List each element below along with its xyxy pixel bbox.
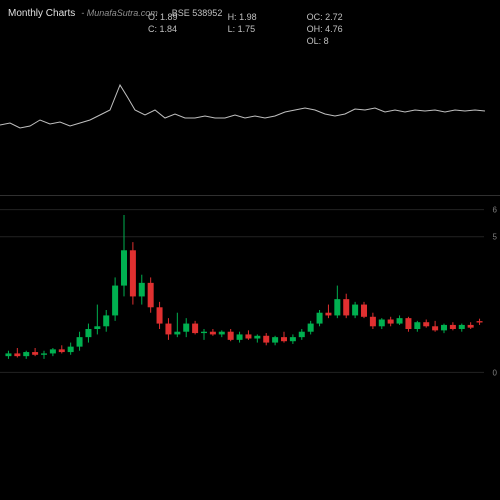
candle-body (308, 324, 314, 332)
candle-body (210, 332, 216, 335)
candle-body (379, 320, 385, 327)
candle-chart-panel: 0 5 6 (0, 195, 500, 385)
candle-body (192, 324, 198, 334)
candle-body (121, 250, 127, 285)
candle-body (423, 322, 429, 326)
candle-body (85, 329, 91, 337)
candle-body (59, 349, 65, 352)
candle-body (397, 318, 403, 323)
candle-body (228, 332, 234, 340)
candle-body (68, 347, 74, 352)
candle-body (183, 324, 189, 332)
candle-body (281, 337, 287, 341)
ol-value: OL: 8 (307, 36, 343, 46)
close-value: C: 1.84 (148, 24, 178, 34)
site-name: - MunafaSutra.com (81, 8, 158, 18)
candle-body (237, 334, 243, 339)
candle-body (245, 334, 251, 338)
candle-body (23, 352, 29, 356)
candle-body (148, 283, 154, 307)
oh-value: OH: 4.76 (307, 24, 343, 34)
candle-body (219, 332, 225, 335)
candle-body (450, 325, 456, 329)
candle-body (405, 318, 411, 329)
candle-body (290, 337, 296, 341)
line-series (0, 85, 485, 128)
ohlc-panel: O: 1.89 C: 1.84 H: 1.98 L: 1.75 OC: 2.72… (148, 12, 343, 46)
candle-body (112, 286, 118, 316)
line-chart-panel (0, 60, 500, 150)
oc-value: OC: 2.72 (307, 12, 343, 22)
low-value: L: 1.75 (228, 24, 257, 34)
candle-body (441, 325, 447, 330)
candle-body (388, 320, 394, 324)
candle-body (103, 315, 109, 326)
candle-body (468, 325, 474, 328)
candle-body (32, 352, 38, 355)
candle-body (174, 332, 180, 335)
candle-body (299, 332, 305, 337)
candle-body (139, 283, 145, 297)
high-value: H: 1.98 (228, 12, 257, 22)
candle-body (14, 353, 20, 356)
grid-label: 6 (493, 206, 498, 215)
candle-body (317, 313, 323, 324)
candle-body (77, 337, 83, 347)
candle-body (459, 325, 465, 329)
grid-label: 0 (493, 368, 498, 377)
candle-body (41, 353, 47, 354)
chart-title: Monthly Charts (8, 8, 75, 19)
candle-body (343, 299, 349, 315)
candle-body (50, 349, 56, 353)
candle-body (477, 321, 483, 322)
candle-body (94, 326, 100, 329)
candle-body (165, 324, 171, 335)
candle-body (201, 332, 207, 333)
open-value: O: 1.89 (148, 12, 178, 22)
candle-body (5, 353, 11, 356)
grid-label: 5 (493, 233, 498, 242)
candle-body (432, 326, 438, 330)
candle-body (334, 299, 340, 315)
candle-body (254, 336, 260, 339)
line-chart-svg (0, 60, 500, 150)
chart-header: Monthly Charts - MunafaSutra.com BSE 538… (8, 8, 492, 58)
candle-body (352, 305, 358, 316)
candle-body (263, 336, 269, 343)
candle-body (414, 322, 420, 329)
candle-chart-svg: 0 5 6 (0, 196, 500, 386)
candle-body (361, 305, 367, 317)
candle-body (130, 250, 136, 296)
candle-body (370, 317, 376, 327)
candle-body (325, 313, 331, 316)
candle-body (272, 337, 278, 342)
candle-body (157, 307, 163, 323)
